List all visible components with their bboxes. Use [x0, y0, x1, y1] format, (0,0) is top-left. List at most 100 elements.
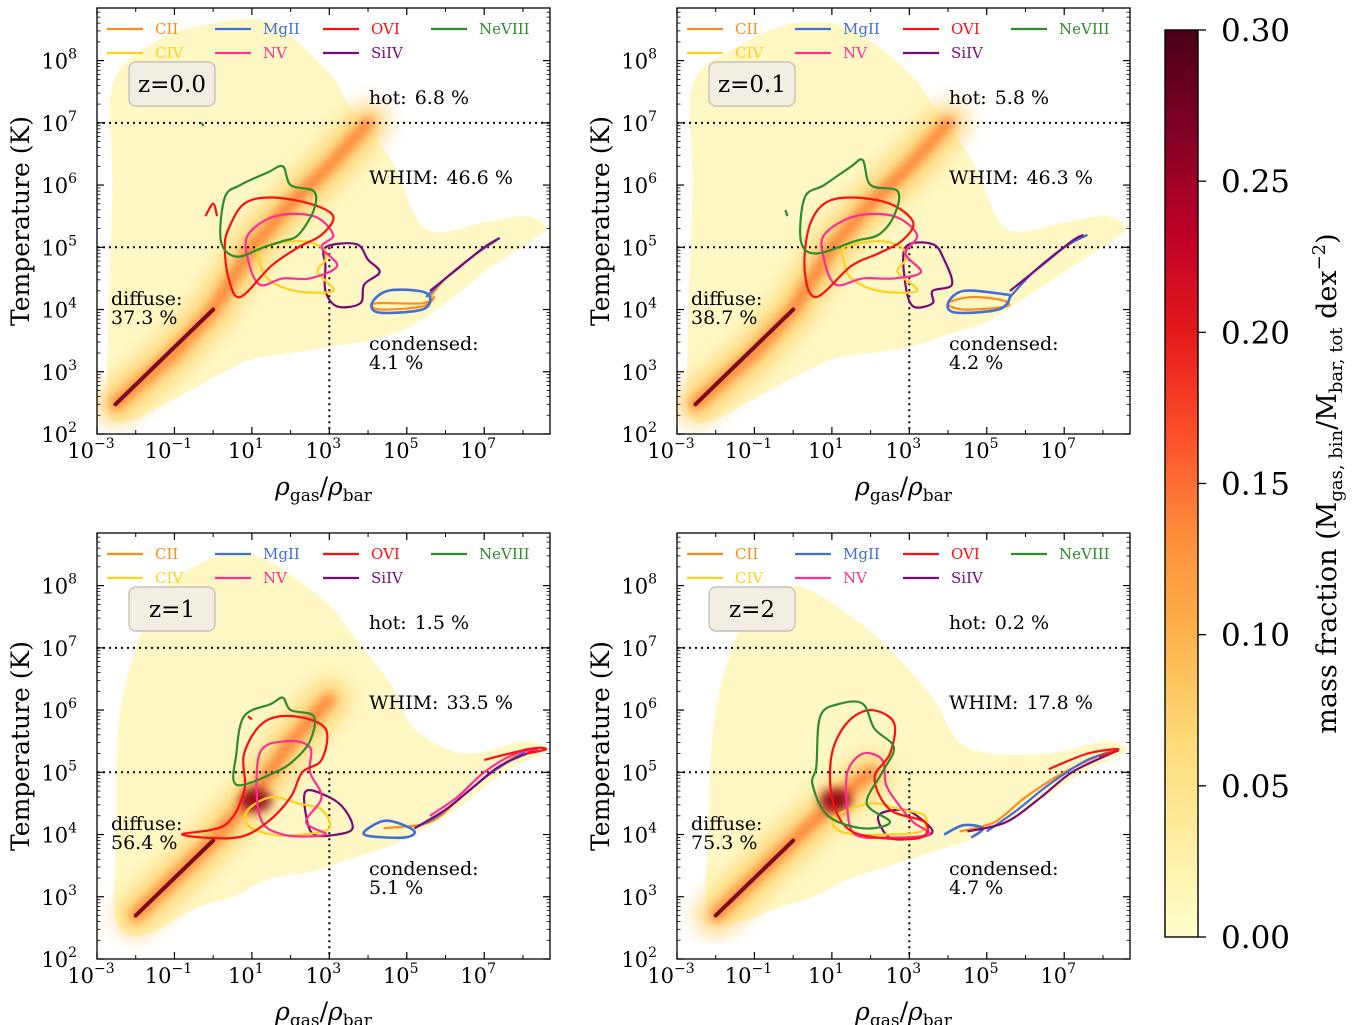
- colorbar-tick-label: 0.15: [1221, 467, 1290, 503]
- panel-2: 10−3 10−1 101 103 105 10710210310410510610710…: [586, 7, 1131, 506]
- phase-hot-name: hot:: [949, 87, 987, 109]
- x-label-bar: bar: [923, 486, 953, 506]
- x-tick-label-exp: 3: [912, 436, 921, 452]
- diffuse-ridge: [133, 838, 216, 918]
- x-axis-label: ρgas/ρbar: [854, 997, 953, 1025]
- colorbar-label-close: ): [1312, 233, 1343, 244]
- y-tick-label: 107: [41, 109, 77, 136]
- phase-diffuse-value: 37.3 %: [111, 307, 177, 329]
- y-tick-label-exp: 3: [68, 883, 77, 899]
- x-tick-label-base: 10: [145, 439, 172, 463]
- contour-civ: [831, 802, 928, 837]
- contour-siiv: [413, 749, 535, 830]
- x-tick-label-exp: 7: [1067, 436, 1076, 452]
- y-tick-label: 105: [41, 758, 77, 785]
- x-axis-label: ρgas/ρbar: [274, 472, 373, 506]
- legend-label-mgii: MgII: [843, 545, 880, 563]
- contour-ovi: [828, 708, 929, 841]
- contour-ovi: [223, 196, 335, 299]
- x-tick-label-base: 10: [647, 964, 674, 988]
- phase-whim-label: WHIM: 17.8 %: [949, 692, 1093, 714]
- y-tick-label-exp: 3: [648, 358, 657, 374]
- plot-frame: [676, 7, 1131, 435]
- x-label-gas: gas: [870, 1011, 900, 1025]
- y-tick-label-exp: 4: [68, 296, 77, 312]
- colorbar-label-sup: −2: [1309, 244, 1330, 271]
- y-tick-label-base: 10: [621, 948, 648, 972]
- plot-area: [677, 8, 1130, 434]
- y-tick-label-exp: 7: [68, 109, 77, 125]
- y-tick-label-base: 10: [621, 637, 648, 661]
- x-tick-label-base: 10: [383, 964, 410, 988]
- phase-condensed-name: condensed:: [949, 858, 1059, 880]
- x-tick-label-base: 10: [67, 439, 94, 463]
- panel-4: 10−3 10−1 101 103 105 10710210310410510610710…: [586, 532, 1131, 1025]
- x-tick-label: 10−1: [725, 436, 772, 463]
- legend: CII CIV MgII NV OVI SiIV NeVIII: [107, 20, 530, 62]
- contour-nv: [244, 212, 339, 287]
- x-tick-label-base: 10: [963, 964, 990, 988]
- legend-label-mgii: MgII: [843, 20, 880, 38]
- plot-area: [677, 533, 1130, 959]
- y-tick-label-exp: 8: [68, 572, 77, 588]
- phase-diffuse-label: diffuse: 37.3 %: [111, 288, 182, 329]
- y-tick-label-exp: 8: [648, 572, 657, 588]
- y-tick-label-base: 10: [41, 361, 68, 385]
- legend-label-ovi: OVI: [371, 20, 400, 38]
- y-tick-label: 106: [621, 171, 657, 198]
- x-tick-label: 101: [228, 961, 264, 988]
- x-tick-label: 103: [886, 961, 922, 988]
- x-tick-label-base: 10: [886, 439, 913, 463]
- y-tick-label: 108: [621, 572, 657, 599]
- contour-mgii: [946, 289, 1012, 315]
- y-tick-label-base: 10: [41, 236, 68, 260]
- phase-condensed-value: 4.1 %: [369, 352, 423, 374]
- phase-whim-name: WHIM:: [949, 167, 1018, 189]
- phase-hot-label: hot: 5.8 %: [949, 87, 1049, 109]
- phase-diffuse-name: diffuse:: [691, 288, 762, 310]
- phase-hot-value: 5.8 %: [995, 87, 1049, 109]
- y-tick-label-base: 10: [41, 112, 68, 136]
- x-tick-label-base: 10: [228, 439, 255, 463]
- redshift-badge: [128, 61, 216, 107]
- legend-label-nv: NV: [263, 44, 288, 62]
- plot-frame: [676, 532, 1131, 960]
- colorbar-label-sub1: gas, bin: [1326, 429, 1347, 501]
- y-tick-label-base: 10: [41, 174, 68, 198]
- x-tick-label-base: 10: [145, 964, 172, 988]
- x-tick-label-exp: 3: [332, 961, 341, 977]
- redshift-label: z=1: [149, 597, 195, 623]
- y-tick-label-exp: 5: [68, 758, 77, 774]
- y-tick-label-base: 10: [621, 824, 648, 848]
- x-label-rho: ρ: [854, 997, 870, 1025]
- x-tick-label-exp: 7: [1067, 961, 1076, 977]
- x-tick-label: 103: [306, 436, 342, 463]
- y-tick-label: 102: [41, 420, 77, 447]
- phase-diffuse-label: diffuse: 38.7 %: [691, 288, 762, 329]
- x-label-gas: gas: [290, 1011, 320, 1025]
- x-label-gas: gas: [870, 486, 900, 506]
- x-tick-label-base: 10: [725, 964, 752, 988]
- contour-ovi: [1048, 748, 1120, 771]
- y-tick-label-base: 10: [621, 886, 648, 910]
- phase-hot-label: hot: 1.5 %: [369, 612, 469, 634]
- x-tick-label-exp: −3: [94, 961, 115, 977]
- x-tick-label: 105: [963, 436, 999, 463]
- y-tick-label-exp: 6: [648, 171, 657, 187]
- x-label-rho-bar: ρ: [907, 997, 923, 1025]
- y-tick-label-exp: 3: [648, 883, 657, 899]
- y-tick-label-base: 10: [621, 699, 648, 723]
- x-tick-label: 101: [808, 436, 844, 463]
- colorbar-tick-label: 0.20: [1221, 315, 1290, 351]
- colorbar-tick-label: 0.25: [1221, 164, 1290, 200]
- y-tick-label-base: 10: [41, 824, 68, 848]
- phase-diffuse-value: 75.3 %: [691, 832, 757, 854]
- plot-area: [97, 8, 550, 434]
- x-tick-label-base: 10: [1040, 964, 1067, 988]
- phase-whim-name: WHIM:: [369, 692, 438, 714]
- phase-hot-name: hot:: [369, 87, 407, 109]
- legend-label-cii: CII: [155, 20, 178, 38]
- x-label-bar: bar: [343, 486, 373, 506]
- x-label-rho-bar: ρ: [327, 997, 343, 1025]
- legend: CII CIV MgII NV OVI SiIV NeVIII: [687, 545, 1110, 587]
